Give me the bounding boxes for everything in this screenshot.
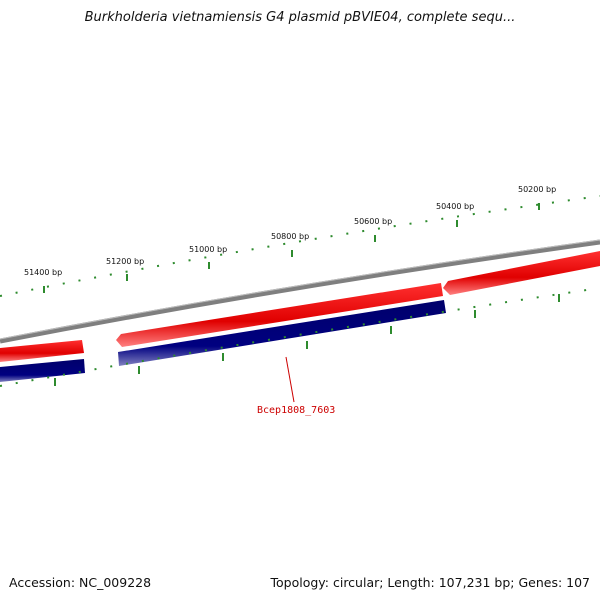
tick-label: 51400 bp — [24, 268, 62, 277]
outer-tick-track — [0, 195, 600, 297]
plasmid-summary: Topology: circular; Length: 107,231 bp; … — [270, 575, 591, 590]
tick-label: 50800 bp — [271, 232, 309, 241]
gene-arrow-forward[interactable] — [0, 340, 84, 362]
plasmid-backbone — [0, 239, 600, 344]
reverse-strand-genes — [0, 300, 446, 382]
map-title: Burkholderia vietnamiensis G4 plasmid pB… — [84, 10, 516, 25]
forward-strand-genes — [0, 251, 600, 362]
gene-arrow-reverse[interactable] — [118, 300, 446, 366]
plasmid-backbone-highlight — [0, 239, 600, 340]
minor-ticks-inner — [0, 287, 600, 387]
tick-label: 50400 bp — [436, 202, 474, 211]
gene-arrow-forward[interactable] — [443, 251, 600, 295]
minor-ticks-outer — [0, 195, 600, 297]
tick-label: 51200 bp — [106, 257, 144, 266]
gene-label[interactable]: Bcep1808_7603 — [257, 405, 335, 416]
accession-text: Accession: NC_009228 — [9, 575, 152, 590]
gene-label-leader — [285, 356, 295, 403]
tick-label: 51000 bp — [189, 245, 227, 254]
inner-tick-track — [0, 287, 600, 387]
tick-labels: 51400 bp 51200 bp 51000 bp 50800 bp 5060… — [24, 185, 556, 277]
gene-arrow-forward[interactable] — [116, 283, 443, 347]
tick-label: 50200 bp — [518, 185, 556, 194]
tick-label: 50600 bp — [354, 217, 392, 226]
gene-arrow-reverse[interactable] — [0, 359, 85, 382]
